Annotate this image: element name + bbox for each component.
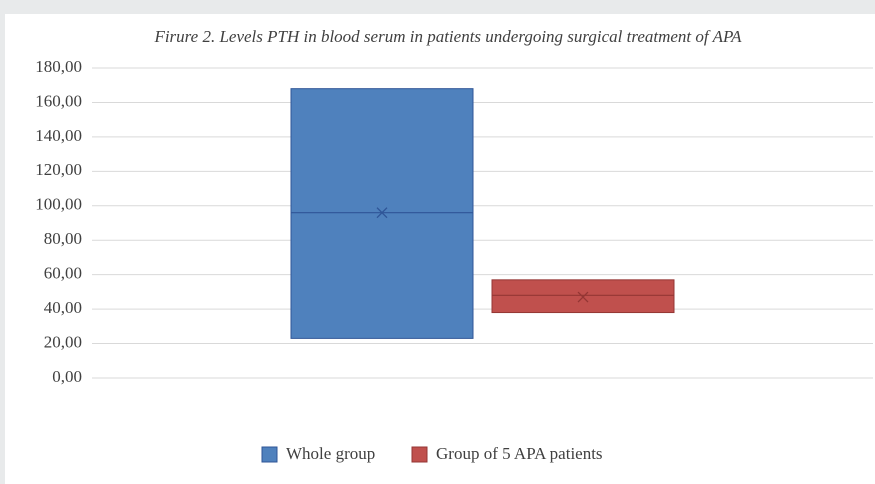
legend-swatch [411, 446, 428, 463]
y-tick-label: 140,00 [35, 126, 82, 145]
chart-title: Firure 2. Levels PTH in blood serum in p… [153, 27, 742, 46]
legend-label: Group of 5 APA patients [436, 444, 603, 463]
y-tick-label: 60,00 [44, 264, 82, 283]
y-tick-label: 100,00 [35, 195, 82, 214]
y-tick-label: 120,00 [35, 160, 82, 179]
y-tick-label: 40,00 [44, 298, 82, 317]
box-mean [577, 291, 589, 303]
legend-swatch [261, 446, 278, 463]
y-tick-label: 20,00 [44, 332, 82, 351]
box-mean [376, 207, 388, 219]
y-tick-label: 0,00 [52, 367, 82, 386]
y-tick-label: 80,00 [44, 229, 82, 248]
y-tick-label: 160,00 [35, 91, 82, 110]
y-tick-label: 180,00 [35, 57, 82, 76]
legend-label: Whole group [286, 444, 375, 463]
